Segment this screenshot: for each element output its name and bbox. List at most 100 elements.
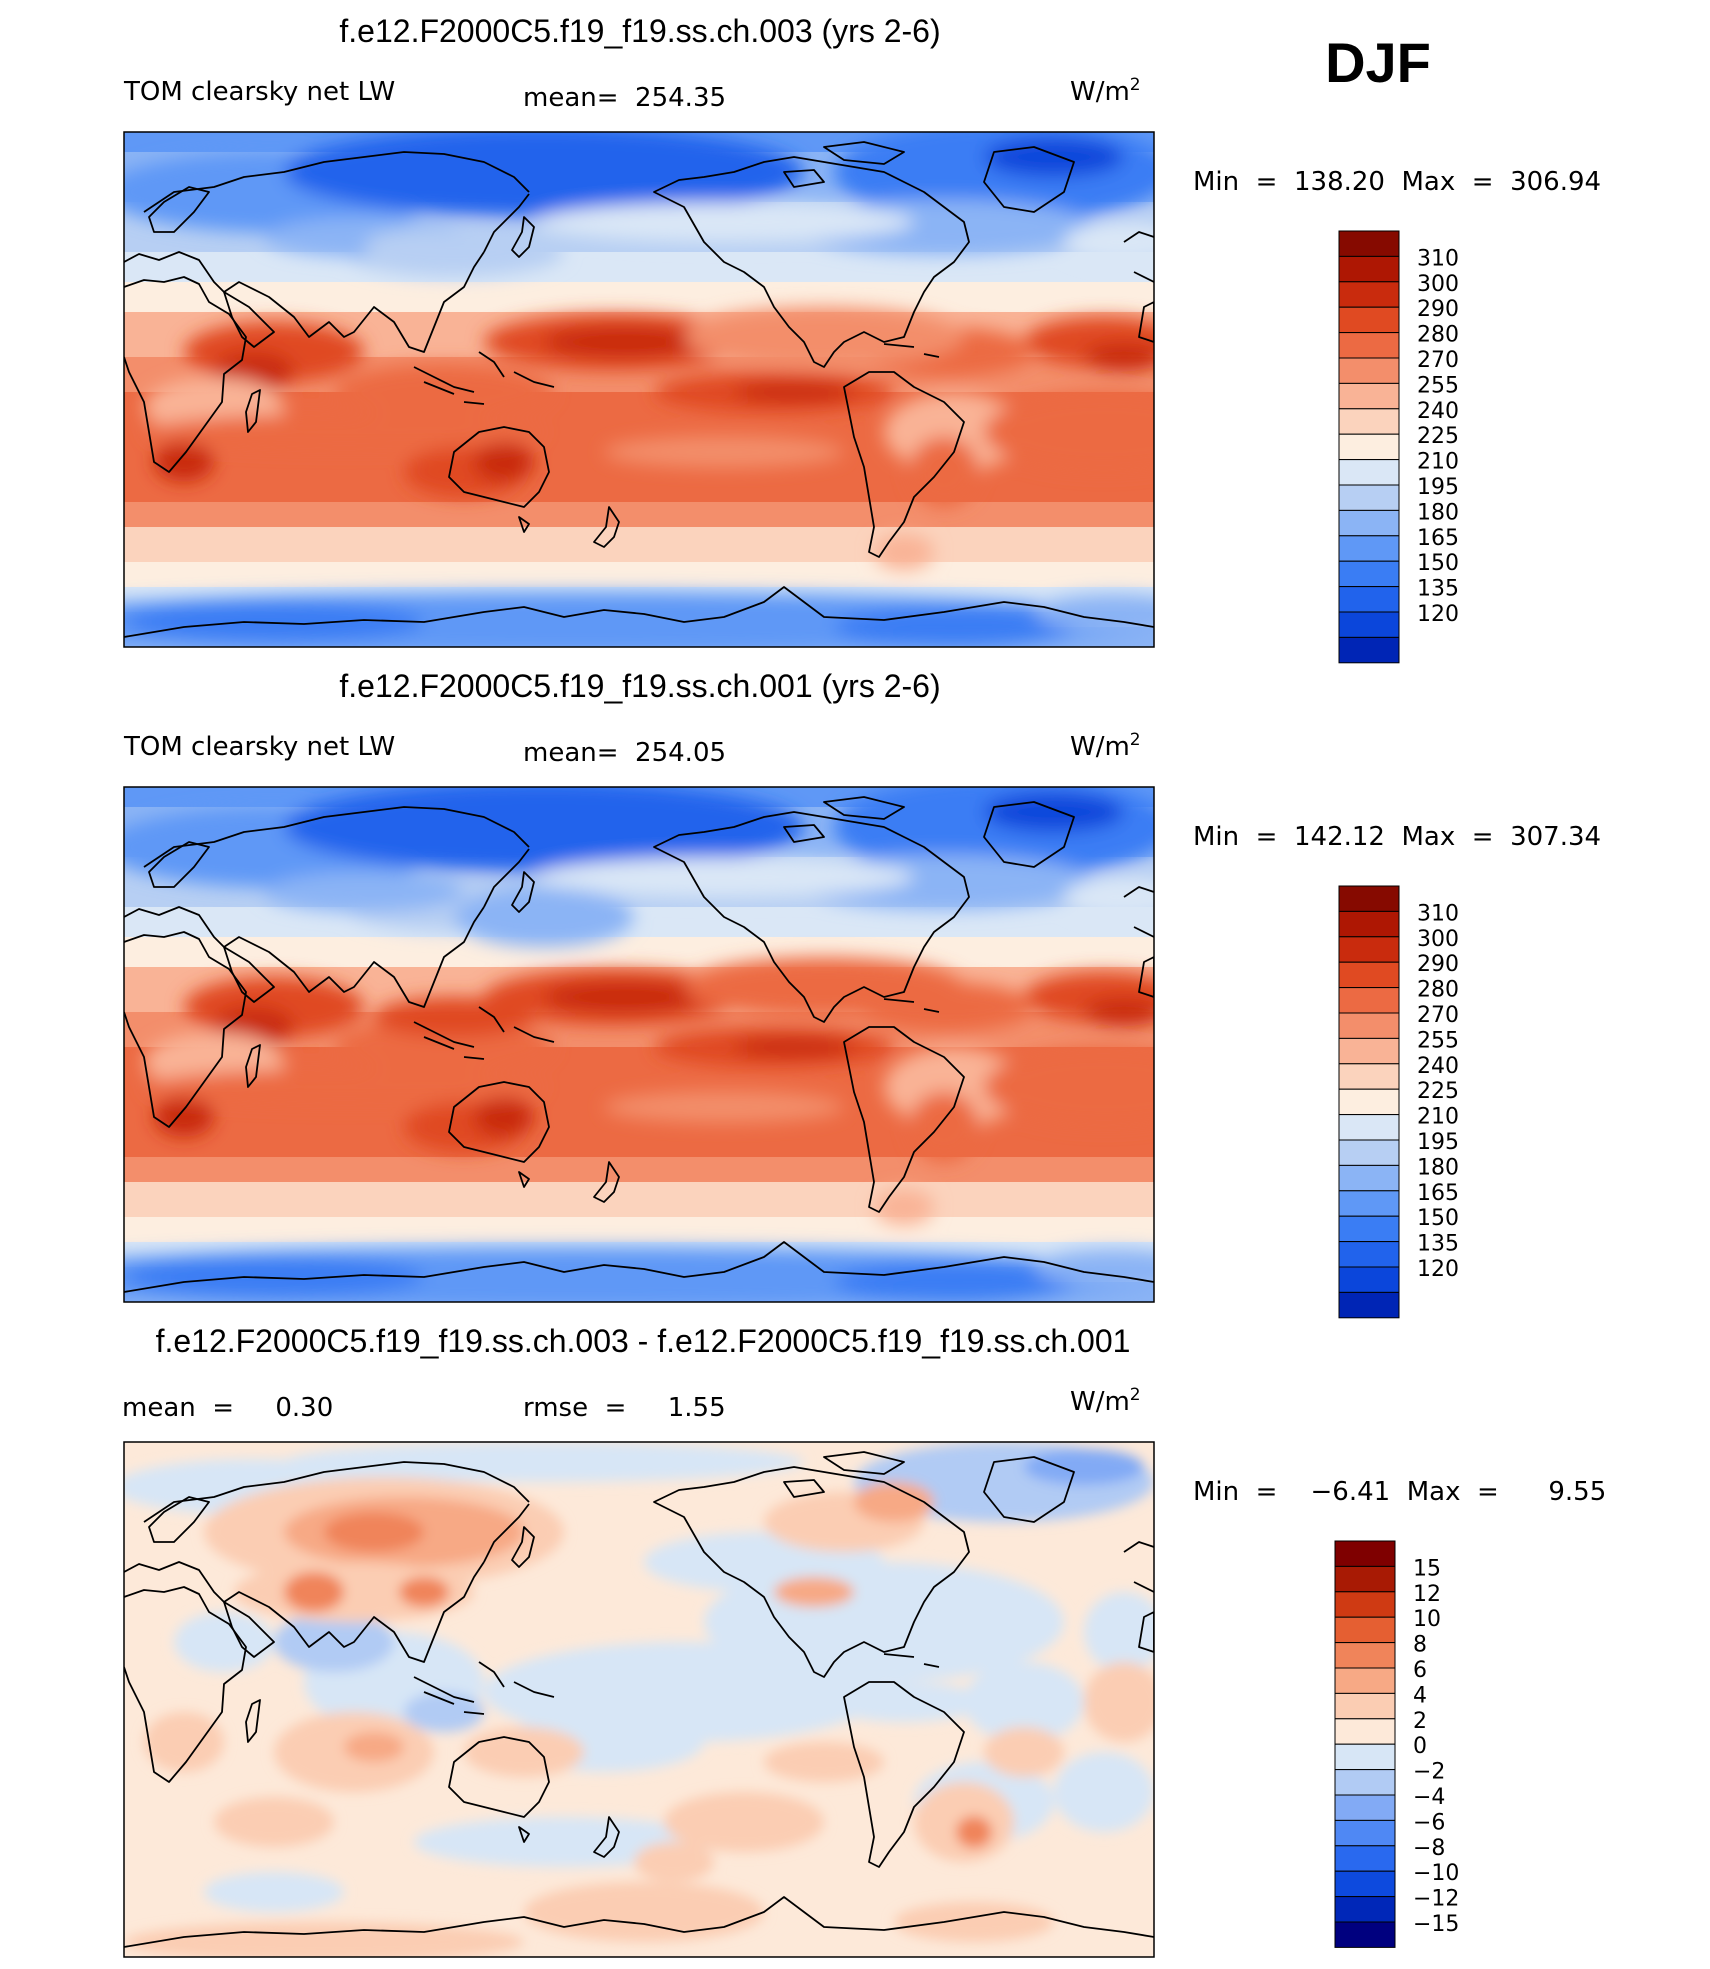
field-blob <box>464 1727 584 1777</box>
coastline <box>883 343 940 358</box>
field-blob <box>524 1882 764 1942</box>
field-blob <box>544 326 704 358</box>
colorbar-3-box <box>1334 1896 1396 1923</box>
coastline <box>423 1036 485 1060</box>
panel-1-frame <box>123 131 1155 648</box>
colorbar-1-label: 210 <box>1417 450 1459 475</box>
colorbar-1-box <box>1338 255 1400 283</box>
colorbar-2-box <box>1338 987 1400 1014</box>
coastline <box>223 1601 275 1658</box>
field-blob <box>604 436 844 468</box>
colorbar-2-box <box>1338 1241 1400 1268</box>
field-blob <box>604 1091 844 1123</box>
field-blob <box>399 1577 449 1607</box>
colorbar-2-box <box>1338 1266 1400 1293</box>
coastline <box>124 931 247 1128</box>
colorbar-2-box <box>1338 1088 1400 1116</box>
colorbar-1-box <box>1338 459 1400 486</box>
panel-2-variable-label: TOM clearsky net LW <box>123 732 395 762</box>
colorbar-2-box <box>1338 885 1400 912</box>
panel-3-coastlines <box>124 1451 1154 1948</box>
field-blob <box>214 1797 334 1847</box>
coastline <box>124 251 485 353</box>
coastline <box>511 871 535 913</box>
coastline <box>483 1503 530 1563</box>
colorbar-2-box <box>1338 1063 1400 1090</box>
colorbar-2-box <box>1338 1114 1400 1141</box>
colorbar-3-label: 12 <box>1413 1582 1441 1607</box>
panel-2-title: f.e12.F2000C5.f19_f19.ss.ch.001 (yrs 2-6… <box>339 668 940 704</box>
coastline <box>124 906 485 1008</box>
coastline <box>423 1691 485 1715</box>
colorbar-1-box <box>1338 611 1400 638</box>
coastline <box>593 1161 620 1203</box>
coastline <box>148 1496 210 1543</box>
panel-3: f.e12.F2000C5.f19_f19.ss.ch.003 - f.e12.… <box>122 1323 1606 1958</box>
field-band <box>124 527 1154 563</box>
colorbar-3-label: −6 <box>1413 1810 1445 1835</box>
coastline <box>511 1526 535 1568</box>
field-blob <box>124 602 424 642</box>
colorbar-1-box <box>1338 332 1400 359</box>
field-band <box>124 937 1154 968</box>
coastline <box>223 291 275 348</box>
field-blob <box>774 1577 854 1607</box>
colorbar-1-label: 225 <box>1417 424 1459 449</box>
colorbar-1-box <box>1338 357 1400 384</box>
colorbar-2-label: 270 <box>1417 1003 1459 1028</box>
field-band <box>124 1217 1154 1243</box>
panel-3-frame <box>123 1441 1155 1958</box>
field-blob <box>1084 1662 1154 1742</box>
coastline <box>124 1241 1154 1293</box>
field-blob <box>154 442 214 482</box>
colorbar-1-box <box>1338 230 1400 257</box>
field-band <box>124 282 1154 313</box>
coastline <box>143 151 530 213</box>
coastline <box>783 169 825 188</box>
colorbar-1-box <box>1338 433 1400 461</box>
coastline <box>653 156 970 368</box>
colorbar-3-box <box>1334 1819 1396 1847</box>
field-blob <box>234 1562 474 1622</box>
field-blob <box>474 1097 534 1137</box>
coastline <box>124 276 247 473</box>
field-blob <box>634 1842 714 1882</box>
coastline <box>413 1661 555 1703</box>
coastline <box>423 381 485 405</box>
field-band <box>124 562 1154 588</box>
coastline <box>823 141 905 165</box>
colorbar-1-label: 310 <box>1417 246 1459 271</box>
field-blob <box>894 1902 1054 1942</box>
colorbar-2-box <box>1338 1291 1400 1319</box>
colorbar-3-box <box>1334 1565 1396 1593</box>
colorbar-2-box <box>1338 936 1400 963</box>
colorbar-3-label: 4 <box>1413 1683 1427 1708</box>
panel-2-units: W/m2 <box>1070 730 1141 762</box>
panel-1-title: f.e12.F2000C5.f19_f19.ss.ch.003 (yrs 2-6… <box>339 13 940 49</box>
panel-1-minmax: Min = 138.20 Max = 306.94 <box>1193 167 1601 197</box>
field-blob <box>404 1692 484 1732</box>
colorbar-3-box <box>1334 1591 1396 1618</box>
field-blob <box>124 1257 424 1297</box>
colorbar-2-box <box>1338 910 1400 938</box>
field-band <box>124 467 1154 503</box>
panel-2-map <box>124 787 1154 1302</box>
colorbar-2-label: 255 <box>1417 1028 1459 1053</box>
coastline <box>413 1006 555 1048</box>
field-blob <box>984 1727 1064 1777</box>
colorbar-3-box <box>1334 1794 1396 1821</box>
field-blob <box>454 887 634 947</box>
colorbar-3-box <box>1334 1692 1396 1720</box>
field-blob <box>964 1662 1084 1742</box>
field-blob <box>154 1097 214 1137</box>
field-band <box>124 907 1154 938</box>
panel-1-colorbar: 3103002902802702552402252101951801651501… <box>1338 230 1459 664</box>
colorbar-3-box <box>1334 1921 1396 1948</box>
coastline <box>843 1026 965 1213</box>
field-blob <box>1084 343 1154 371</box>
colorbar-3-label: −15 <box>1413 1912 1459 1937</box>
coastline <box>783 824 825 843</box>
field-blob <box>144 1712 224 1772</box>
field-band <box>124 1157 1154 1183</box>
colorbar-1-label: 135 <box>1417 577 1459 602</box>
